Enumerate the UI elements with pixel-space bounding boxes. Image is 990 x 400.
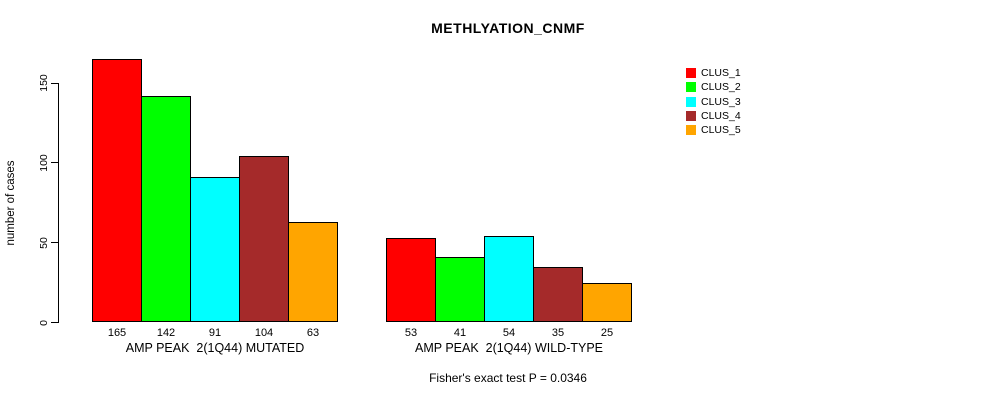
legend-item-clus-5: CLUS_5 xyxy=(686,123,741,137)
legend-swatch-icon xyxy=(686,125,696,136)
bar-clus-2-group-2 xyxy=(435,257,485,323)
legend-item-clus-2: CLUS_2 xyxy=(686,80,741,94)
y-tick-label: 50 xyxy=(38,236,50,249)
group-label: AMP PEAK 2(1Q44) WILD-TYPE xyxy=(414,341,604,355)
legend-label: CLUS_3 xyxy=(701,95,741,108)
bar-value-label: 104 xyxy=(254,327,274,339)
legend-label: CLUS_1 xyxy=(701,67,741,80)
bar-clus-2-group-1 xyxy=(141,95,191,323)
group-label: AMP PEAK 2(1Q44) MUTATED xyxy=(125,341,305,355)
bar-value-label: 142 xyxy=(156,327,176,339)
bar-value-label: 35 xyxy=(551,327,565,339)
bar-value-label: 53 xyxy=(404,327,418,339)
legend-swatch-icon xyxy=(686,68,696,79)
bar-clus-5-group-1 xyxy=(288,221,338,323)
bar-value-label: 165 xyxy=(107,327,127,339)
y-tick-label: 100 xyxy=(38,154,50,172)
legend-label: CLUS_4 xyxy=(701,110,741,123)
bar-clus-3-group-1 xyxy=(190,177,240,323)
y-axis-line xyxy=(58,83,59,323)
bar-clus-1-group-1 xyxy=(92,59,142,323)
legend-swatch-icon xyxy=(686,96,696,107)
bar-value-label: 25 xyxy=(600,327,614,339)
bar-clus-3-group-2 xyxy=(484,236,534,323)
legend-label: CLUS_2 xyxy=(701,81,741,94)
y-tick-label: 0 xyxy=(38,319,50,326)
legend-item-clus-4: CLUS_4 xyxy=(686,109,741,123)
legend-swatch-icon xyxy=(686,111,696,122)
bar-clus-4-group-2 xyxy=(533,266,583,323)
y-axis-tick xyxy=(51,322,58,323)
y-axis-label: number of cases xyxy=(5,160,17,246)
bar-clus-5-group-2 xyxy=(582,282,632,323)
y-axis-tick xyxy=(51,162,58,164)
y-tick-label: 150 xyxy=(38,74,50,92)
y-axis-tick xyxy=(51,82,58,84)
legend-item-clus-3: CLUS_3 xyxy=(686,95,741,109)
y-axis-tick xyxy=(51,242,58,244)
legend: CLUS_1 CLUS_2 CLUS_3 CLUS_4 CLUS_5 xyxy=(686,66,741,137)
bar-value-label: 91 xyxy=(208,327,222,339)
bar-value-label: 41 xyxy=(453,327,467,339)
legend-swatch-icon xyxy=(686,82,696,93)
bar-clus-4-group-1 xyxy=(239,156,289,323)
fisher-test-caption: Fisher's exact test P = 0.0346 xyxy=(429,371,587,385)
legend-item-clus-1: CLUS_1 xyxy=(686,66,741,80)
bar-value-label: 63 xyxy=(306,327,320,339)
legend-label: CLUS_5 xyxy=(701,124,741,137)
bar-value-label: 54 xyxy=(502,327,516,339)
chart-title: METHLYATION_CNMF xyxy=(431,20,585,36)
bar-clus-1-group-2 xyxy=(386,237,436,323)
